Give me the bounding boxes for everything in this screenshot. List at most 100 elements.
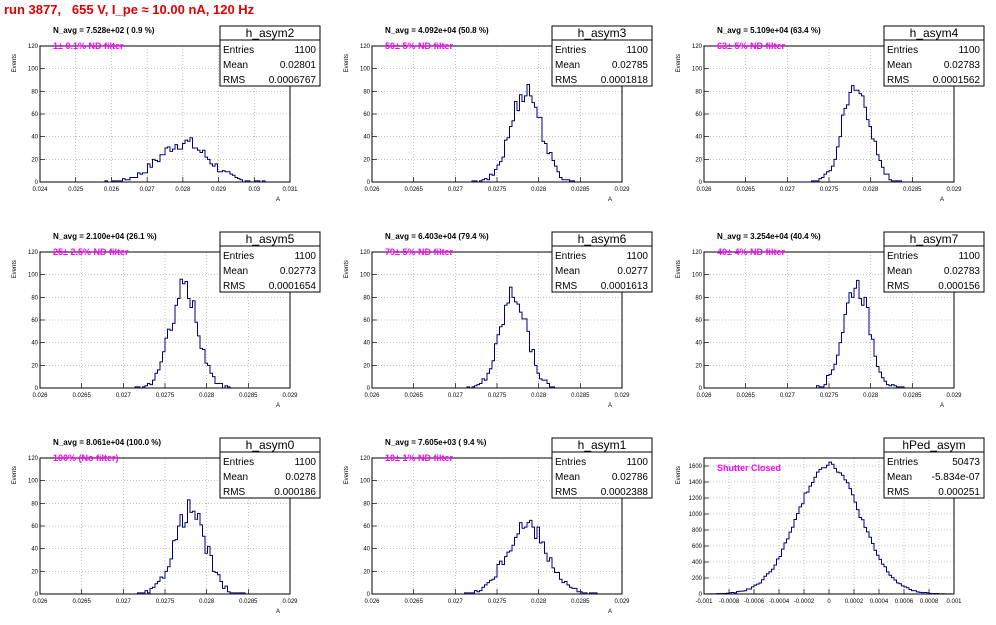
x-tick-label: 0.029 [614,187,630,193]
y-tick-label: 100 [692,273,703,279]
stats-title: h_asym6 [578,232,627,246]
x-tick-label: 0.026 [32,393,48,399]
filter-label: 50± 5% ND filter [385,41,453,51]
filter-label: 63± 5% ND filter [717,41,785,51]
y-tick-label: 1200 [689,496,703,502]
y-tick-label: 20 [31,157,38,163]
x-tick-label: 0.0275 [488,393,507,399]
pad-h_asym1: 0.026 0.0265 0.027 0.0275 0.028 0.0285 0.029 0 2… [332,430,662,620]
y-tick-label: 120 [28,456,39,462]
navg-label: N_avg = 3.254e+04 (40.4 %) [717,232,821,241]
x-axis-label: A [276,197,280,203]
x-tick-label: 0.028 [199,393,215,399]
pad-h_asym3: 0.026 0.0265 0.027 0.0275 0.028 0.0285 0.029 0 2… [332,18,662,208]
y-tick-label: 100 [692,67,703,73]
stats-label: Entries [887,457,918,468]
y-tick-label: 0 [367,180,371,186]
x-tick-label: 0.027 [140,187,156,193]
x-axis-label: A [608,403,612,409]
stats-label: Mean [555,60,580,71]
stats-title: hPed_asym [902,438,965,452]
x-tick-label: -0.0004 [769,599,790,605]
stats-label: Entries [223,251,254,262]
y-tick-label: 1000 [689,512,703,518]
stats-label: Entries [223,457,254,468]
y-tick-label: 40 [363,135,370,141]
x-tick-label: 0.0265 [404,187,423,193]
stats-label: RMS [555,281,578,292]
pad-h_asym7: 0.026 0.0265 0.027 0.0275 0.028 0.0285 0.029 0 2… [664,224,994,414]
x-tick-label: 0.001 [946,599,962,605]
x-tick-label: 0.025 [68,187,84,193]
y-tick-label: 120 [692,44,703,50]
x-tick-label: 0.028 [863,393,879,399]
stats-value: 1100 [958,251,980,262]
x-tick-label: 0.0006 [895,599,914,605]
x-tick-label: 0.026 [696,187,712,193]
x-tick-label: 0.026 [32,599,48,605]
stats-label: RMS [555,487,578,498]
y-tick-label: 1600 [689,464,703,470]
x-tick-label: 0.027 [780,187,796,193]
stats-box [883,437,985,499]
y-tick-label: 0 [367,592,371,598]
y-axis-label: Events [12,466,18,484]
navg-label: N_avg = 7.605e+03 ( 9.4 %) [385,438,487,447]
stats-label: Mean [223,266,248,277]
x-tick-label: 0.0265 [72,393,91,399]
stats-label: RMS [555,75,578,86]
histogram-line [704,279,954,389]
x-tick-label: 0.029 [946,393,962,399]
x-tick-label: 0.024 [32,187,48,193]
x-tick-label: 0.027 [448,393,464,399]
stats-title: h_asym3 [578,26,627,40]
stats-value: 0.02783 [944,266,981,277]
x-tick-label: 0.0285 [903,393,922,399]
y-tick-label: 20 [31,569,38,575]
x-tick-label: 0.0285 [239,393,258,399]
y-tick-label: 800 [692,528,703,534]
x-tick-label: 0.029 [946,187,962,193]
stats-label: Entries [555,251,586,262]
stats-title: h_asym1 [578,438,627,452]
x-tick-label: 0.0285 [903,187,922,193]
y-axis-label: Events [344,260,350,278]
x-tick-label: 0.0275 [488,187,507,193]
stats-label: Mean [887,60,912,71]
pad-h_asym4: 0.026 0.0265 0.027 0.0275 0.028 0.0285 0.029 0 2… [664,18,994,208]
x-tick-label: 0.028 [199,599,215,605]
x-tick-label: 0.028 [175,187,191,193]
pad-h_asym5: 0.026 0.0265 0.027 0.0275 0.028 0.0285 0.029 0 2… [0,224,330,414]
filter-label: 1± 0.1% ND filter [53,41,124,51]
y-tick-label: 20 [695,363,702,369]
y-tick-label: 120 [360,44,371,50]
y-tick-label: 100 [360,479,371,485]
y-tick-label: 80 [363,501,370,507]
y-tick-label: 60 [363,112,370,118]
stats-value: 1100 [294,457,316,468]
filter-label: 79± 5% ND filter [385,247,453,257]
x-tick-label: 0.026 [364,393,380,399]
filter-label: 40± 4% ND filter [717,247,785,257]
stats-label: Mean [887,472,912,483]
x-tick-label: 0.0275 [156,393,175,399]
y-tick-label: 20 [363,569,370,575]
x-tick-label: 0.0265 [72,599,91,605]
y-tick-label: 600 [692,544,703,550]
stats-value: 0.0001818 [601,75,649,86]
y-tick-label: 60 [31,112,38,118]
stats-label: RMS [887,75,910,86]
stats-label: Mean [555,266,580,277]
filter-label: Shutter Closed [717,463,781,473]
x-tick-label: 0.0285 [571,599,590,605]
x-tick-label: -0.001 [695,599,713,605]
y-tick-label: 80 [695,89,702,95]
pad-h_asym0: 0.026 0.0265 0.027 0.0275 0.028 0.0285 0.029 0 2… [0,430,330,620]
y-tick-label: 120 [360,250,371,256]
x-tick-label: 0.0265 [736,393,755,399]
y-tick-label: 1400 [689,480,703,486]
stats-title: h_asym5 [246,232,295,246]
y-tick-label: 120 [28,44,39,50]
navg-label: N_avg = 6.403e+04 (79.4 %) [385,232,489,241]
x-tick-label: 0.026 [364,187,380,193]
